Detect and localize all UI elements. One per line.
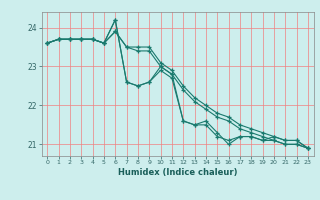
X-axis label: Humidex (Indice chaleur): Humidex (Indice chaleur) xyxy=(118,168,237,177)
